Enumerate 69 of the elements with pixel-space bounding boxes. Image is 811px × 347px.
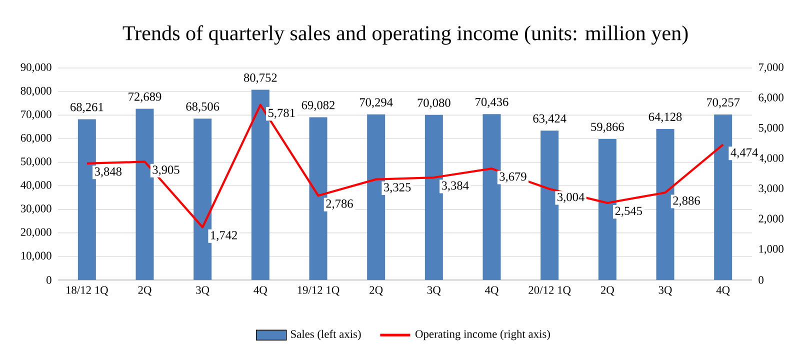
y-tick-label: 60,000 (20, 134, 52, 144)
bar (78, 118, 96, 280)
legend-label: Operating income (right axis) (415, 330, 550, 340)
x-tick-label: 4Q (254, 286, 268, 296)
y2-tick-label: 1,000 (759, 244, 784, 254)
data-label: 68,261 (70, 102, 104, 113)
x-tick-label: 2Q (138, 286, 152, 296)
y-tick-label: 20,000 (20, 228, 52, 238)
x-tick-label: 4Q (484, 286, 499, 296)
bar (136, 108, 154, 280)
data-label: 70,257 (706, 98, 740, 108)
x-tick-label: 3Q (196, 286, 210, 296)
bar (251, 90, 270, 280)
data-label: 3,679 (500, 172, 526, 182)
x-tick-label: 19/12 1Q (298, 286, 340, 296)
y2-tick-label: 4,000 (758, 154, 784, 164)
data-label: 3,384 (442, 181, 469, 192)
bar (598, 138, 616, 280)
data-label: 3,004 (558, 192, 584, 203)
y-tick-label: 70,000 (21, 110, 52, 120)
data-label: 80,752 (244, 73, 277, 84)
y2-tick-label: 2,000 (758, 214, 784, 224)
y2-tick-label: 6,000 (758, 93, 784, 103)
data-label: 59,866 (591, 122, 624, 133)
bar (367, 114, 386, 280)
y-tick-label: 30,000 (20, 204, 52, 214)
x-tick-label: 20/12 1Q (528, 286, 571, 296)
y-tick-label: 90,000 (20, 63, 52, 72)
x-tick-label: 2Q (370, 286, 383, 296)
bar (540, 130, 559, 280)
y-tick-label: 0 (46, 276, 52, 284)
y2-tick-label: 3,000 (758, 184, 784, 194)
x-tick-label: 2Q (600, 286, 614, 296)
data-label: 68,506 (186, 102, 220, 112)
data-label: 69,082 (302, 100, 334, 111)
x-tick-label: 18/12 1Q (66, 286, 108, 296)
data-label: 3,905 (152, 165, 180, 176)
y-tick-label: 80,000 (20, 86, 52, 96)
data-label: 2,545 (615, 206, 642, 217)
y-tick-label: 40,000 (20, 180, 52, 190)
bar (714, 114, 732, 280)
data-label: 70,294 (360, 98, 393, 108)
y-tick-label: 50,000 (21, 157, 52, 167)
data-label: 70,436 (476, 98, 508, 108)
bar (309, 117, 328, 280)
data-label: 2,886 (673, 196, 700, 206)
chart-title: Trends of quarterly sales and operating income (units: million yen) (122, 25, 688, 44)
bar (482, 114, 501, 280)
data-label: 70,080 (418, 98, 450, 108)
data-label: 1,742 (211, 230, 237, 241)
data-label: 4,474 (730, 148, 758, 158)
data-label: 72,689 (128, 92, 162, 102)
y2-tick-label: 0 (758, 276, 764, 284)
data-label: 3,848 (94, 167, 122, 178)
bar (424, 114, 443, 280)
data-label: 64,128 (648, 112, 682, 123)
data-label: 3,325 (384, 182, 411, 193)
x-tick-label: 4Q (716, 286, 730, 296)
y2-tick-label: 5,000 (758, 124, 784, 134)
bar (656, 128, 674, 280)
data-label: 5,781 (268, 108, 295, 119)
x-tick-label: 3Q (658, 286, 672, 296)
y2-tick-label: 7,000 (758, 63, 784, 72)
data-label: 2,786 (326, 199, 353, 210)
legend-label: Sales (left axis) (291, 330, 361, 340)
bar (194, 118, 212, 280)
x-tick-label: 3Q (427, 286, 441, 296)
y-tick-label: 10,000 (21, 252, 52, 261)
data-label: 63,424 (533, 114, 566, 124)
